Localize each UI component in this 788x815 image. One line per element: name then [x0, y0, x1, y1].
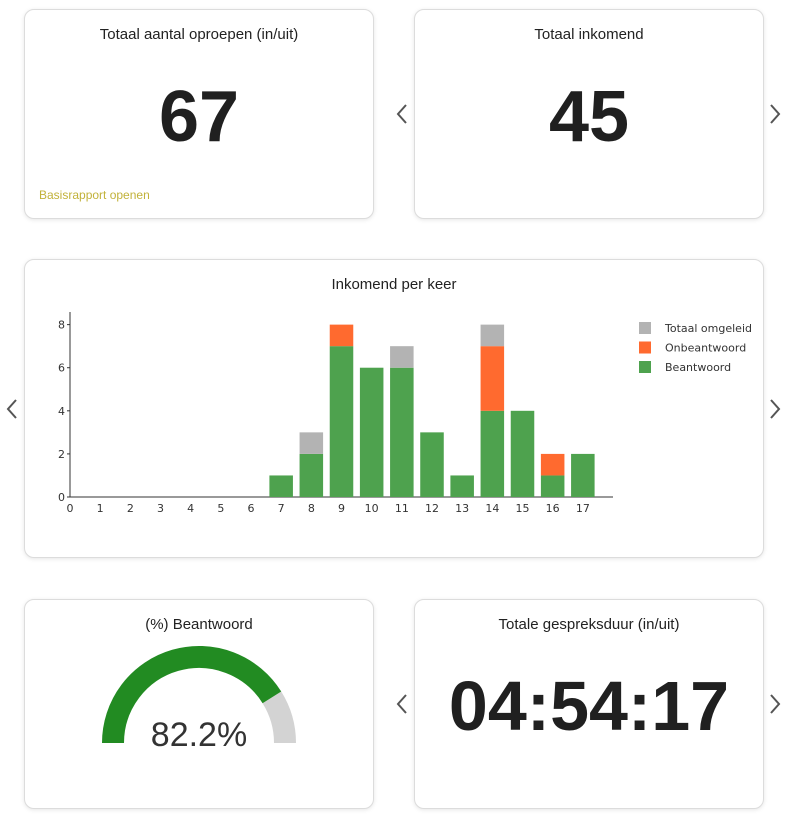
x-tick-label: 3 [157, 502, 164, 515]
bar-beantwoord[interactable] [390, 367, 414, 497]
total-incoming-card: Totaal inkomend 45 [414, 9, 764, 219]
y-tick-label: 6 [58, 362, 65, 375]
chevron-right-icon[interactable] [765, 394, 785, 424]
x-tick-label: 13 [455, 502, 469, 515]
x-tick-label: 10 [365, 502, 379, 515]
bar-onbeantwoord[interactable] [480, 346, 505, 411]
bar-beantwoord[interactable] [269, 475, 293, 497]
bar-onbeantwoord[interactable] [329, 324, 354, 347]
x-tick-label: 2 [127, 502, 134, 515]
bar-beantwoord[interactable] [359, 367, 384, 497]
y-tick-label: 0 [58, 491, 65, 504]
legend-swatch [639, 322, 651, 334]
bar-totaal-omgeleid[interactable] [299, 432, 324, 454]
legend-label[interactable]: Beantwoord [665, 361, 731, 374]
total-incoming-title: Totaal inkomend [534, 26, 644, 43]
bar-beantwoord[interactable] [480, 410, 505, 497]
answered-gauge: 82.2% [102, 646, 296, 754]
x-tick-label: 0 [67, 502, 74, 515]
bar-beantwoord[interactable] [510, 410, 535, 497]
x-tick-label: 7 [278, 502, 285, 515]
total-calls-card: Totaal aantal oproepen (in/uit) 67 Basis… [24, 9, 374, 219]
x-tick-label: 5 [217, 502, 224, 515]
bar-beantwoord[interactable] [299, 453, 324, 497]
legend-label[interactable]: Onbeantwoord [665, 342, 746, 355]
bar-totaal-omgeleid[interactable] [480, 324, 505, 347]
legend-swatch [639, 361, 651, 373]
y-tick-label: 8 [58, 319, 65, 332]
bar-onbeantwoord[interactable] [540, 453, 565, 476]
x-tick-label: 9 [338, 502, 345, 515]
bar-beantwoord[interactable] [540, 475, 565, 497]
bar-beantwoord[interactable] [450, 475, 474, 497]
incoming-chart-title: Inkomend per keer [331, 276, 457, 293]
x-tick-label: 15 [516, 502, 530, 515]
answered-percentage-value: 82.2% [151, 716, 247, 754]
x-tick-label: 12 [425, 502, 439, 515]
open-basic-report-link[interactable]: Basisrapport openen [39, 188, 150, 202]
total-incoming-value: 45 [548, 77, 630, 157]
gauge-track [262, 691, 296, 744]
x-tick-label: 1 [97, 502, 104, 515]
chevron-right-icon[interactable] [765, 689, 785, 719]
bar-beantwoord[interactable] [329, 346, 354, 497]
chevron-left-icon[interactable] [392, 689, 412, 719]
y-tick-label: 2 [58, 448, 65, 461]
chevron-left-icon[interactable] [2, 394, 22, 424]
x-tick-label: 4 [187, 502, 194, 515]
chevron-left-icon[interactable] [392, 99, 412, 129]
total-duration-card: Totale gespreksduur (in/uit) 04:54:17 [414, 599, 764, 809]
total-duration-title: Totale gespreksduur (in/uit) [498, 616, 680, 633]
bar-beantwoord[interactable] [571, 453, 595, 497]
x-tick-label: 6 [248, 502, 255, 515]
x-tick-label: 11 [395, 502, 409, 515]
incoming-per-hour-card: Inkomend per keer 0 2 4 6 8 0 1 2 3 4 5 6 7 8 9 10 11 12 1… [24, 259, 764, 558]
x-tick-label: 17 [576, 502, 590, 515]
gauge-fill [102, 646, 282, 744]
x-tick-label: 8 [308, 502, 315, 515]
y-tick-label: 4 [58, 405, 65, 418]
answered-percentage-title: (%) Beantwoord [145, 616, 253, 633]
bar-beantwoord[interactable] [420, 432, 444, 497]
legend-swatch [639, 341, 651, 354]
total-calls-title: Totaal aantal oproepen (in/uit) [99, 26, 299, 43]
total-calls-value: 67 [158, 77, 240, 157]
total-duration-value: 04:54:17 [448, 667, 730, 745]
answered-percentage-card: (%) Beantwoord 82.2% [24, 599, 374, 809]
x-tick-label: 16 [546, 502, 560, 515]
x-tick-label: 14 [485, 502, 499, 515]
chevron-right-icon[interactable] [765, 99, 785, 129]
legend-label[interactable]: Totaal omgeleid [664, 322, 752, 335]
bar-totaal-omgeleid[interactable] [390, 346, 414, 368]
